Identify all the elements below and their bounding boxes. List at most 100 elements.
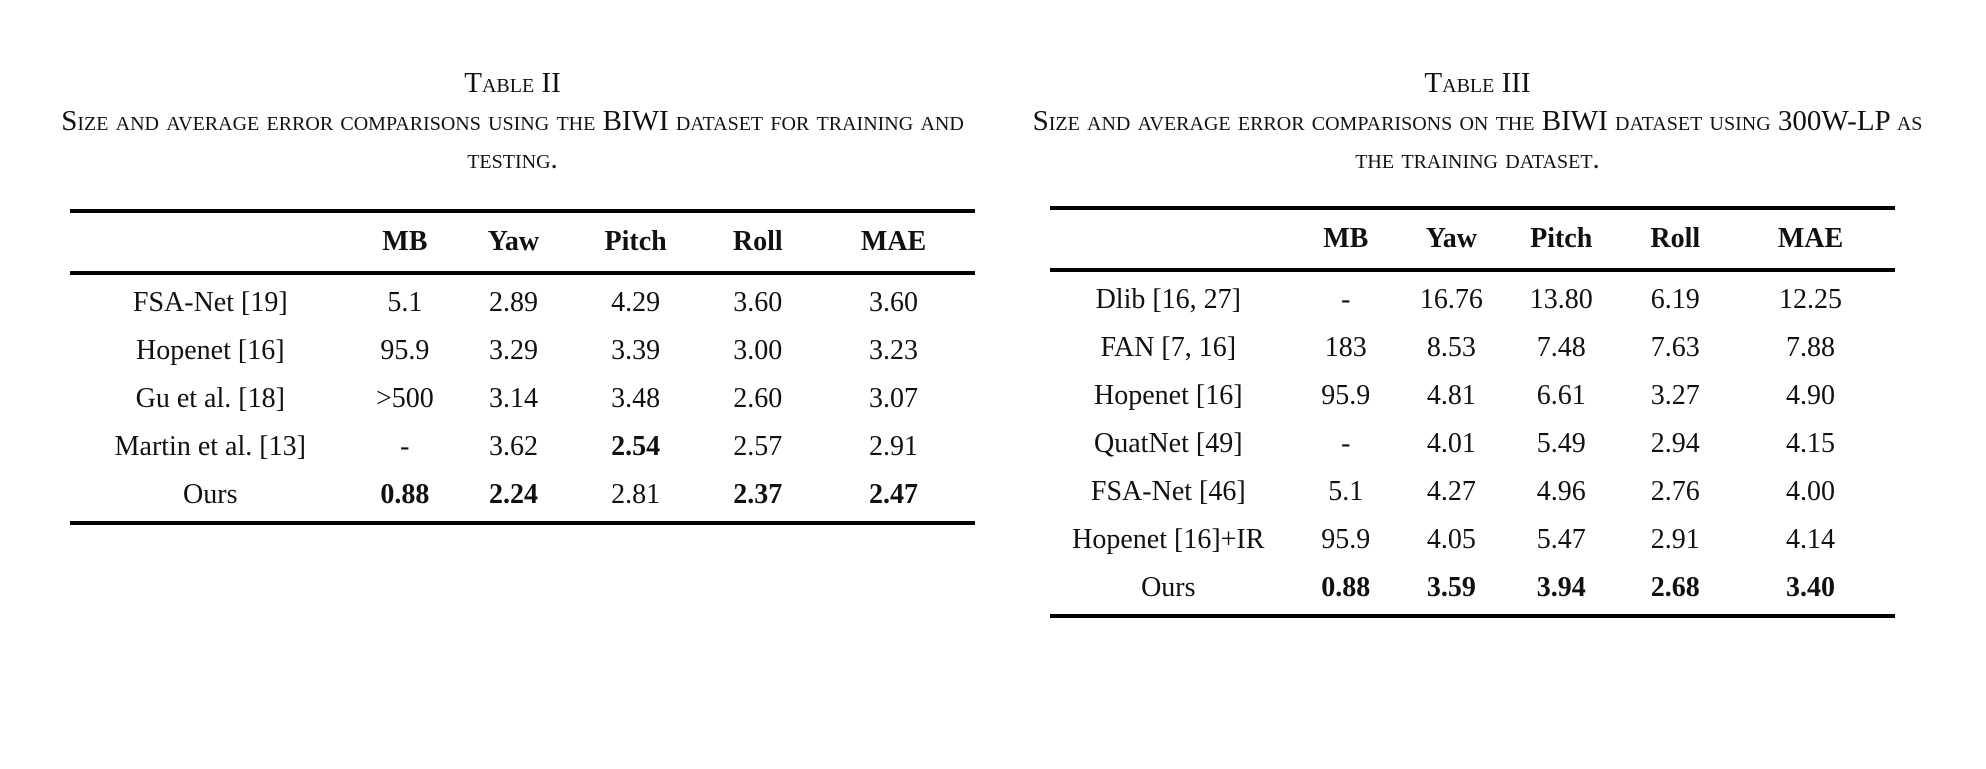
- table-row: QuatNet [49] - 4.01 5.49 2.94 4.15: [1050, 420, 1895, 468]
- value-cell: 0.88: [1321, 572, 1371, 603]
- header-cell-pitch: Pitch: [1497, 208, 1625, 272]
- value-cell: 4.05: [1426, 524, 1476, 555]
- value-cell: -: [400, 431, 410, 462]
- value-cell: 95.9: [1321, 524, 1371, 555]
- value-cell: 4.15: [1785, 428, 1835, 459]
- header-cell-yaw: Yaw: [459, 211, 568, 275]
- method-cell: QuatNet [49]: [1094, 428, 1243, 459]
- table-3: MB Yaw Pitch Roll MAE Dlib [16, 27] - 16.76 13.…: [1050, 206, 1895, 618]
- value-cell: 2.89: [488, 287, 538, 318]
- table-3-caption: Table III Size and average error compari…: [1010, 64, 1945, 178]
- value-cell: >500: [375, 383, 434, 414]
- table-2: MB Yaw Pitch Roll MAE FSA-Net [19] 5.1 2.89 4.2…: [70, 209, 975, 525]
- value-cell: 4.14: [1785, 524, 1835, 555]
- value-cell: 2.54: [611, 431, 661, 462]
- value-cell: 0.88: [380, 479, 430, 510]
- header-cell-method: [70, 211, 351, 275]
- value-cell: 3.59: [1426, 572, 1476, 603]
- value-cell: 4.29: [611, 287, 661, 318]
- method-cell: FSA-Net [46]: [1090, 476, 1246, 507]
- header-cell-pitch: Pitch: [567, 211, 704, 275]
- table-row: FSA-Net [19] 5.1 2.89 4.29 3.60 3.60: [70, 273, 975, 327]
- table-row: Dlib [16, 27] - 16.76 13.80 6.19 12.25: [1050, 270, 1895, 324]
- method-cell: FAN [7, 16]: [1100, 332, 1237, 363]
- table-2-body: FSA-Net [19] 5.1 2.89 4.29 3.60 3.60 Hopenet […: [70, 273, 975, 523]
- value-cell: 12.25: [1778, 284, 1842, 315]
- table-row: Hopenet [16] 95.9 4.81 6.61 3.27 4.90: [1050, 372, 1895, 420]
- value-cell: 4.00: [1785, 476, 1835, 507]
- value-cell: 5.1: [1328, 476, 1364, 507]
- value-cell: 2.37: [733, 479, 783, 510]
- table-3-label: Table III: [1424, 67, 1531, 99]
- value-cell: 3.62: [488, 431, 538, 462]
- value-cell: 4.90: [1785, 380, 1835, 411]
- header-cell-mb: MB: [350, 211, 460, 275]
- value-cell: 2.24: [488, 479, 538, 510]
- value-cell: 3.27: [1650, 380, 1700, 411]
- table-row: FAN [7, 16] 183 8.53 7.48 7.63 7.88: [1050, 324, 1895, 372]
- method-cell: Gu et al. [18]: [135, 383, 285, 414]
- method-cell: Hopenet [16]+IR: [1072, 524, 1265, 555]
- method-cell: Hopenet [16]: [136, 335, 285, 366]
- value-cell: 3.29: [488, 335, 538, 366]
- method-cell: Dlib [16, 27]: [1095, 284, 1242, 315]
- table-row: Hopenet [16] 95.9 3.29 3.39 3.00 3.23: [70, 327, 975, 375]
- value-cell: 2.47: [869, 479, 919, 510]
- value-cell: 7.63: [1650, 332, 1700, 363]
- method-cell: Ours: [183, 479, 238, 510]
- table-3-header: MB Yaw Pitch Roll MAE: [1050, 208, 1895, 272]
- value-cell: 5.47: [1536, 524, 1586, 555]
- value-cell: 4.01: [1426, 428, 1476, 459]
- value-cell: 4.81: [1426, 380, 1476, 411]
- table-row: Ours 0.88 2.24 2.81 2.37 2.47: [70, 471, 975, 523]
- header-cell-mb: MB: [1286, 208, 1405, 272]
- header-cell-mae: MAE: [1725, 208, 1895, 272]
- value-cell: 2.76: [1650, 476, 1700, 507]
- value-cell: 3.40: [1785, 572, 1835, 603]
- table-row: Ours 0.88 3.59 3.94 2.68 3.40: [1050, 564, 1895, 616]
- value-cell: 3.39: [611, 335, 661, 366]
- table-row: Martin et al. [13] - 3.62 2.54 2.57 2.91: [70, 423, 975, 471]
- value-cell: -: [1341, 284, 1351, 315]
- value-cell: 2.94: [1650, 428, 1700, 459]
- value-cell: 7.48: [1536, 332, 1586, 363]
- value-cell: 5.49: [1536, 428, 1586, 459]
- value-cell: 3.23: [869, 335, 919, 366]
- value-cell: 2.81: [611, 479, 661, 510]
- table-header-row: MB Yaw Pitch Roll MAE: [70, 211, 975, 275]
- value-cell: 3.94: [1536, 572, 1586, 603]
- value-cell: 183: [1324, 332, 1367, 363]
- value-cell: 3.14: [488, 383, 538, 414]
- table-2-header: MB Yaw Pitch Roll MAE: [70, 211, 975, 275]
- value-cell: 3.00: [733, 335, 783, 366]
- table-row: Hopenet [16]+IR 95.9 4.05 5.47 2.91 4.14: [1050, 516, 1895, 564]
- value-cell: 2.91: [869, 431, 919, 462]
- table-row: FSA-Net [46] 5.1 4.27 4.96 2.76 4.00: [1050, 468, 1895, 516]
- value-cell: 95.9: [1321, 380, 1371, 411]
- value-cell: 3.60: [869, 287, 919, 318]
- header-cell-roll: Roll: [1624, 208, 1726, 272]
- value-cell: 3.48: [611, 383, 661, 414]
- value-cell: 16.76: [1419, 284, 1483, 315]
- table-2-caption-text: Size and average error comparisons using…: [61, 105, 964, 175]
- value-cell: 2.60: [733, 383, 783, 414]
- table-3-block: Table III Size and average error compari…: [1010, 64, 1945, 618]
- table-3-caption-text: Size and average error comparisons on th…: [1032, 105, 1923, 175]
- method-cell: FSA-Net [19]: [132, 287, 288, 318]
- value-cell: 95.9: [380, 335, 430, 366]
- value-cell: 5.1: [387, 287, 423, 318]
- value-cell: 2.68: [1650, 572, 1700, 603]
- value-cell: 3.07: [869, 383, 919, 414]
- value-cell: 7.88: [1785, 332, 1835, 363]
- header-cell-mae: MAE: [812, 211, 975, 275]
- table-2-caption: Table II Size and average error comparis…: [40, 64, 985, 178]
- method-cell: Hopenet [16]: [1094, 380, 1243, 411]
- table-header-row: MB Yaw Pitch Roll MAE: [1050, 208, 1895, 272]
- value-cell: 2.91: [1650, 524, 1700, 555]
- value-cell: 4.27: [1426, 476, 1476, 507]
- value-cell: -: [1341, 428, 1351, 459]
- header-cell-yaw: Yaw: [1404, 208, 1498, 272]
- value-cell: 4.96: [1536, 476, 1586, 507]
- table-3-body: Dlib [16, 27] - 16.76 13.80 6.19 12.25 FAN [7,…: [1050, 270, 1895, 616]
- value-cell: 2.57: [733, 431, 783, 462]
